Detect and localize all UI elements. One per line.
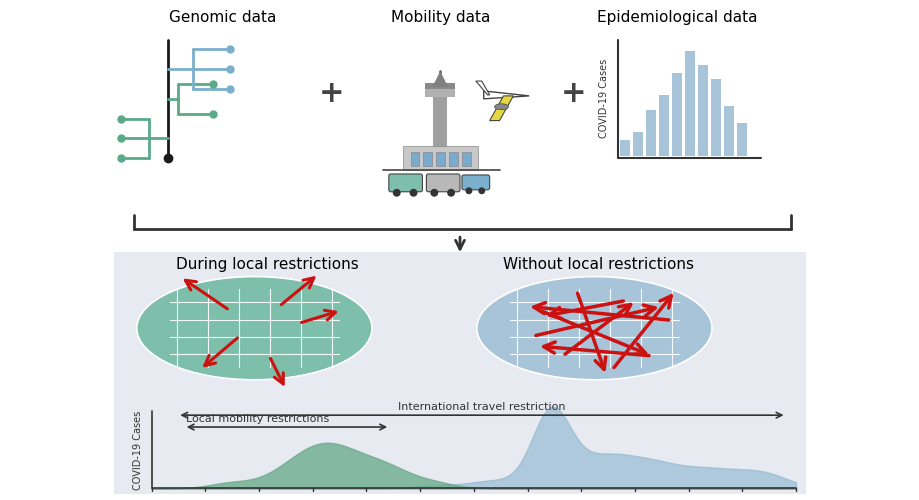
FancyBboxPatch shape xyxy=(114,404,805,494)
Circle shape xyxy=(409,189,417,196)
Text: During local restrictions: During local restrictions xyxy=(176,257,358,272)
FancyBboxPatch shape xyxy=(645,110,655,156)
FancyBboxPatch shape xyxy=(671,73,681,156)
Text: +: + xyxy=(561,80,585,108)
FancyBboxPatch shape xyxy=(684,51,694,156)
Ellipse shape xyxy=(476,276,711,380)
Text: Genomic data: Genomic data xyxy=(169,10,276,25)
FancyBboxPatch shape xyxy=(710,78,720,156)
Ellipse shape xyxy=(137,276,371,380)
Text: COVID-19 Cases: COVID-19 Cases xyxy=(132,411,142,490)
FancyBboxPatch shape xyxy=(403,146,477,170)
Text: Epidemiological data: Epidemiological data xyxy=(596,10,757,25)
Circle shape xyxy=(392,189,401,196)
FancyBboxPatch shape xyxy=(619,140,629,156)
FancyBboxPatch shape xyxy=(423,152,432,166)
FancyBboxPatch shape xyxy=(436,152,445,166)
FancyBboxPatch shape xyxy=(461,152,471,166)
Polygon shape xyxy=(475,81,489,95)
FancyBboxPatch shape xyxy=(723,106,733,156)
Text: COVID-19 Cases: COVID-19 Cases xyxy=(598,59,608,138)
Polygon shape xyxy=(483,91,528,99)
FancyBboxPatch shape xyxy=(114,252,805,406)
Text: Without local restrictions: Without local restrictions xyxy=(503,257,693,272)
FancyBboxPatch shape xyxy=(461,175,489,190)
Text: Mobility data: Mobility data xyxy=(391,10,490,25)
Circle shape xyxy=(430,189,437,196)
Circle shape xyxy=(465,188,471,194)
Polygon shape xyxy=(432,71,448,87)
FancyBboxPatch shape xyxy=(425,174,460,192)
FancyBboxPatch shape xyxy=(389,174,422,192)
Ellipse shape xyxy=(494,104,508,110)
Text: International travel restriction: International travel restriction xyxy=(398,402,565,412)
Text: +: + xyxy=(318,80,344,108)
FancyBboxPatch shape xyxy=(448,152,458,166)
Circle shape xyxy=(447,189,455,196)
FancyBboxPatch shape xyxy=(410,152,419,166)
FancyBboxPatch shape xyxy=(736,123,746,156)
Polygon shape xyxy=(489,96,513,120)
FancyBboxPatch shape xyxy=(433,89,447,148)
FancyBboxPatch shape xyxy=(698,66,707,156)
Text: Local mobility restrictions: Local mobility restrictions xyxy=(186,414,329,424)
FancyBboxPatch shape xyxy=(632,132,642,156)
FancyBboxPatch shape xyxy=(658,96,668,156)
FancyBboxPatch shape xyxy=(425,83,455,89)
Circle shape xyxy=(478,188,484,194)
FancyBboxPatch shape xyxy=(425,87,455,97)
